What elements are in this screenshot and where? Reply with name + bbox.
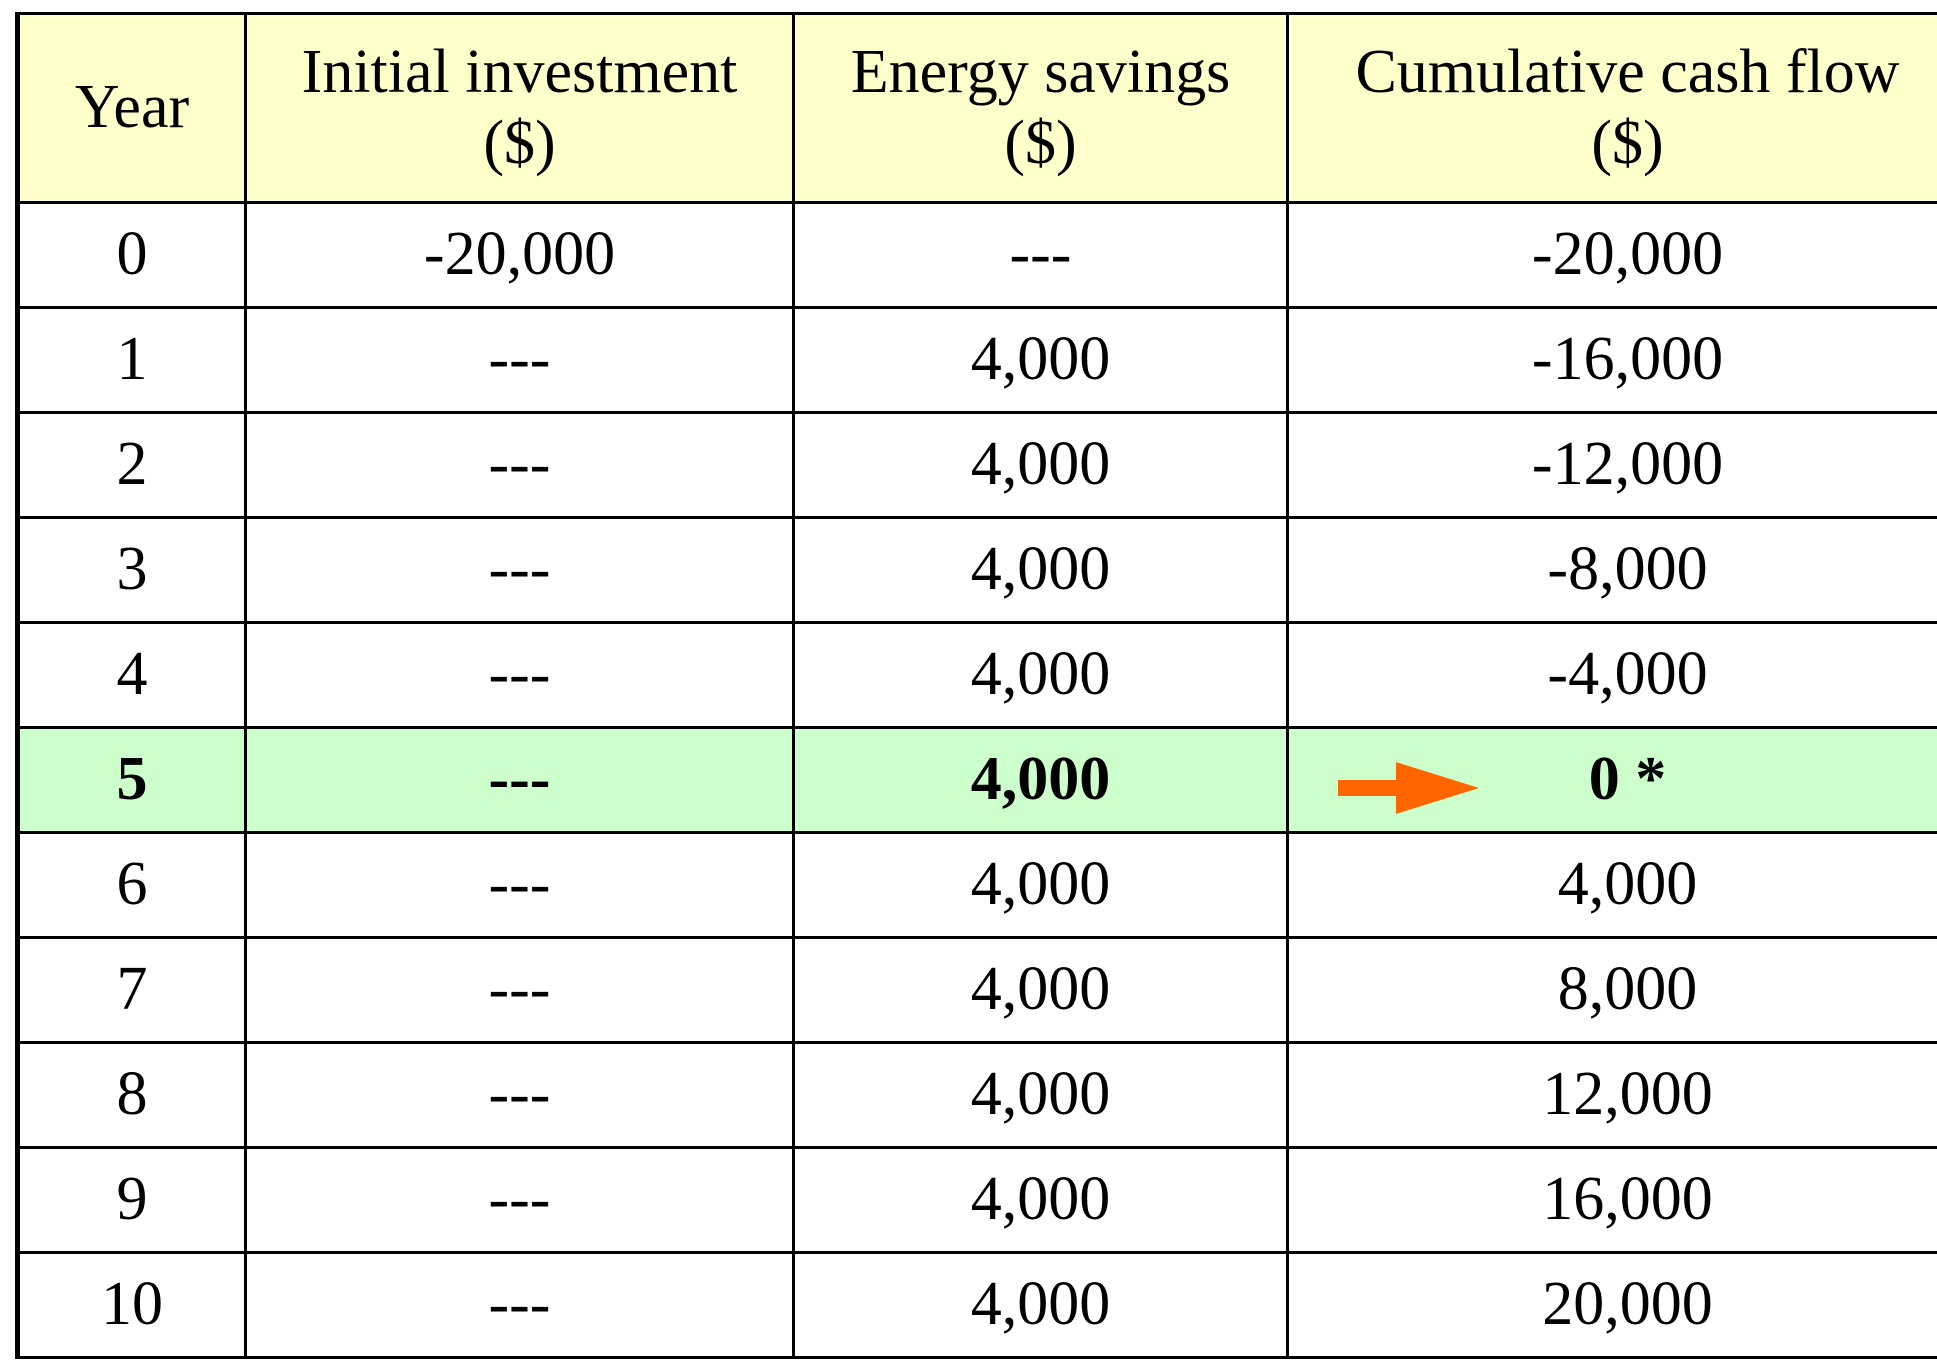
table-row: 6 --- 4,000 4,000 — [15, 831, 1937, 939]
table-cell: 4,000 — [1286, 831, 1937, 939]
header-cell: Energy savings ($) — [792, 12, 1289, 204]
table-cell: --- — [244, 726, 795, 834]
table-cell: 1 — [15, 306, 247, 414]
header-cell: Year — [15, 12, 247, 204]
table-cell: 4 — [15, 621, 247, 729]
table-cell: 4,000 — [792, 936, 1289, 1044]
table-cell: 20,000 — [1286, 1251, 1937, 1359]
table-cell: 4,000 — [792, 1146, 1289, 1254]
table-cell: 2 — [15, 411, 247, 519]
table-row: 9 --- 4,000 16,000 — [15, 1146, 1937, 1254]
table-row: 8 --- 4,000 12,000 — [15, 1041, 1937, 1149]
table-cell: 12,000 — [1286, 1041, 1937, 1149]
table-cell: -16,000 — [1286, 306, 1937, 414]
table-cell: 4,000 — [792, 831, 1289, 939]
table-cell: 5 — [15, 726, 247, 834]
table-cell: --- — [244, 516, 795, 624]
table-cell: --- — [244, 936, 795, 1044]
table-cell: --- — [244, 411, 795, 519]
payback-table: Year Initial investment ($) Energy savings… — [15, 12, 1937, 1359]
header-cell: Cumulative cash flow ($) — [1286, 12, 1937, 204]
table-row: 4 --- 4,000 -4,000 — [15, 621, 1937, 729]
table-cell: 4,000 — [792, 411, 1289, 519]
header-row: Year Initial investment ($) Energy savings… — [15, 12, 1937, 204]
table-cell: --- — [244, 831, 795, 939]
table-row: 3 --- 4,000 -8,000 — [15, 516, 1937, 624]
table-cell: 4,000 — [792, 516, 1289, 624]
table-row: 2 --- 4,000 -12,000 — [15, 411, 1937, 519]
table-cell: 10 — [15, 1251, 247, 1359]
table-cell: --- — [244, 1251, 795, 1359]
table-cell: 6 — [15, 831, 247, 939]
table-cell: 4,000 — [792, 1251, 1289, 1359]
table-cell: 4,000 — [792, 306, 1289, 414]
table-cell: -20,000 — [1286, 201, 1937, 309]
table-cell: 7 — [15, 936, 247, 1044]
arrow-shape — [1338, 762, 1479, 814]
table-cell: --- — [244, 1146, 795, 1254]
table-cell: -20,000 — [244, 201, 795, 309]
table-cell: -8,000 — [1286, 516, 1937, 624]
table-row: 1 --- 4,000 -16,000 — [15, 306, 1937, 414]
table-cell: 16,000 — [1286, 1146, 1937, 1254]
header-cell: Initial investment ($) — [244, 12, 795, 204]
table-cell: 3 — [15, 516, 247, 624]
table-row: 10 --- 4,000 20,000 — [15, 1251, 1937, 1359]
table-cell: 8 — [15, 1041, 247, 1149]
arrow — [1338, 762, 1479, 814]
table-cell: 0 — [15, 201, 247, 309]
table-cell: 4,000 — [792, 621, 1289, 729]
table-cell: --- — [244, 1041, 795, 1149]
table-cell: -12,000 — [1286, 411, 1937, 519]
table-row: 7 --- 4,000 8,000 — [15, 936, 1937, 1044]
table-cell: 8,000 — [1286, 936, 1937, 1044]
table-row: 0 -20,000 --- -20,000 — [15, 201, 1937, 309]
table-cell: 4,000 — [792, 726, 1289, 834]
table-cell: -4,000 — [1286, 621, 1937, 729]
table-cell: --- — [244, 306, 795, 414]
table-cell: --- — [792, 201, 1289, 309]
table-row: 5 --- 4,000 0 * — [15, 726, 1937, 834]
table-cell: 9 — [15, 1146, 247, 1254]
table-cell: 4,000 — [792, 1041, 1289, 1149]
table-cell: --- — [244, 621, 795, 729]
